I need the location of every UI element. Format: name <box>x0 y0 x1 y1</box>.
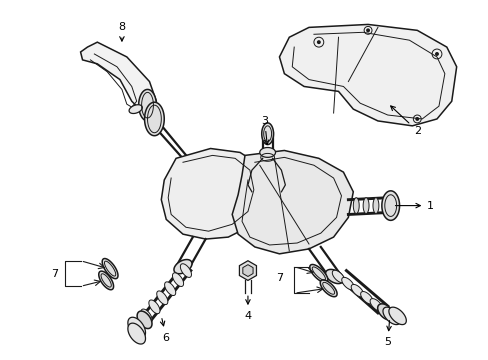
Text: 7: 7 <box>275 274 283 283</box>
Polygon shape <box>309 265 327 283</box>
Polygon shape <box>232 150 352 254</box>
Text: 4: 4 <box>244 296 251 321</box>
Polygon shape <box>382 307 400 325</box>
Polygon shape <box>279 24 456 126</box>
Polygon shape <box>320 280 336 297</box>
Text: 5: 5 <box>384 321 390 347</box>
Polygon shape <box>157 291 167 305</box>
Polygon shape <box>379 306 391 318</box>
Polygon shape <box>102 258 118 279</box>
Polygon shape <box>239 261 256 280</box>
Text: 8: 8 <box>118 22 125 41</box>
Polygon shape <box>81 42 156 109</box>
Polygon shape <box>325 269 343 284</box>
Text: 2: 2 <box>390 106 420 136</box>
Polygon shape <box>172 273 183 287</box>
Circle shape <box>414 117 418 121</box>
Polygon shape <box>360 292 372 304</box>
Polygon shape <box>382 198 388 213</box>
Circle shape <box>316 40 320 44</box>
Polygon shape <box>144 102 164 136</box>
Text: 1: 1 <box>395 201 433 211</box>
Text: 3: 3 <box>261 116 268 144</box>
Polygon shape <box>381 191 399 220</box>
Polygon shape <box>388 307 406 325</box>
Polygon shape <box>363 198 368 213</box>
Polygon shape <box>139 89 156 121</box>
Text: 7: 7 <box>51 269 59 279</box>
Polygon shape <box>148 300 160 314</box>
Polygon shape <box>243 265 253 276</box>
Circle shape <box>434 52 438 56</box>
Polygon shape <box>127 317 145 338</box>
Polygon shape <box>261 123 273 145</box>
Polygon shape <box>127 323 145 344</box>
Circle shape <box>366 28 369 32</box>
Polygon shape <box>372 198 378 213</box>
Polygon shape <box>332 270 344 283</box>
Polygon shape <box>137 311 152 329</box>
Polygon shape <box>141 309 152 323</box>
Polygon shape <box>377 304 393 320</box>
Polygon shape <box>164 282 175 296</box>
Polygon shape <box>99 271 113 290</box>
Polygon shape <box>369 298 382 311</box>
Polygon shape <box>129 105 142 113</box>
Polygon shape <box>341 277 353 290</box>
Polygon shape <box>352 198 359 213</box>
Polygon shape <box>180 264 191 278</box>
Polygon shape <box>161 148 264 239</box>
Polygon shape <box>259 148 275 157</box>
Polygon shape <box>174 260 192 274</box>
Text: 6: 6 <box>160 319 169 342</box>
Polygon shape <box>350 284 363 297</box>
